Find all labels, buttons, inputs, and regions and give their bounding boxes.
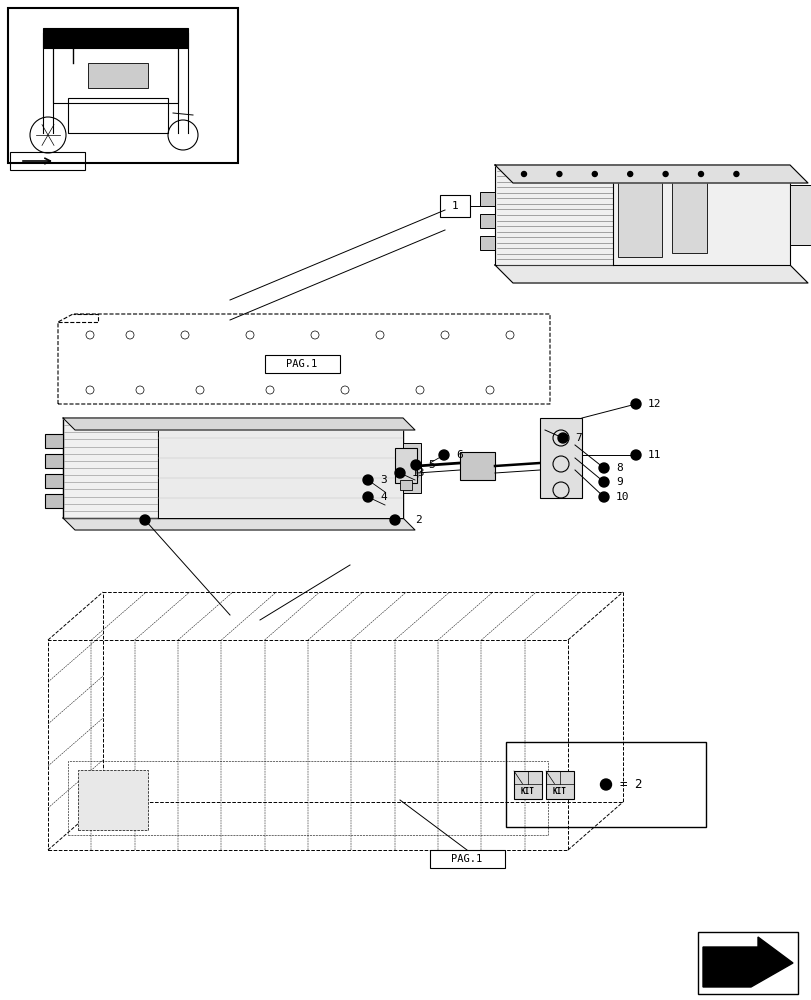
Bar: [505, 742, 705, 827]
Bar: [460, 452, 495, 480]
Circle shape: [630, 450, 640, 460]
Bar: [43, 28, 188, 48]
Bar: [539, 418, 581, 498]
Circle shape: [363, 492, 372, 502]
Text: 8: 8: [616, 463, 622, 473]
Bar: [8, 8, 238, 163]
Circle shape: [439, 450, 448, 460]
Circle shape: [630, 399, 640, 409]
Text: 1: 1: [451, 201, 458, 211]
Bar: [68, 98, 168, 133]
Circle shape: [394, 468, 405, 478]
Bar: [440, 195, 470, 217]
Bar: [78, 770, 148, 830]
Text: 6: 6: [456, 450, 462, 460]
Text: PAG.1: PAG.1: [286, 359, 317, 369]
Bar: [617, 173, 662, 257]
Text: 5: 5: [427, 460, 434, 470]
Bar: [545, 771, 573, 799]
Bar: [45, 434, 63, 448]
Circle shape: [599, 492, 608, 502]
Bar: [495, 165, 789, 265]
Bar: [264, 355, 340, 373]
Bar: [63, 418, 402, 518]
Bar: [789, 185, 811, 245]
Polygon shape: [63, 518, 414, 530]
Bar: [45, 454, 63, 468]
Bar: [479, 192, 495, 206]
Circle shape: [627, 172, 632, 177]
Bar: [158, 418, 402, 518]
Bar: [10, 152, 85, 170]
Text: 2: 2: [414, 515, 421, 525]
Bar: [394, 448, 417, 483]
Polygon shape: [495, 165, 807, 183]
Text: 9: 9: [616, 477, 622, 487]
Bar: [88, 63, 148, 88]
Bar: [45, 474, 63, 488]
Polygon shape: [63, 418, 414, 430]
Circle shape: [600, 779, 611, 790]
Text: 13: 13: [411, 468, 425, 478]
Circle shape: [733, 172, 738, 177]
Bar: [479, 236, 495, 250]
Circle shape: [591, 172, 597, 177]
Circle shape: [697, 172, 702, 177]
Bar: [53, 43, 178, 103]
Bar: [400, 480, 411, 490]
Bar: [45, 494, 63, 508]
Circle shape: [363, 475, 372, 485]
Text: 7: 7: [574, 433, 581, 443]
Polygon shape: [702, 937, 792, 987]
Circle shape: [557, 433, 568, 443]
Circle shape: [521, 172, 526, 177]
Bar: [68, 762, 547, 835]
Text: KIT: KIT: [552, 787, 566, 796]
Text: KIT: KIT: [521, 787, 534, 796]
Text: 12: 12: [647, 399, 661, 409]
Text: PAG.1: PAG.1: [451, 854, 482, 864]
Bar: [402, 443, 420, 493]
Circle shape: [410, 460, 420, 470]
Circle shape: [663, 172, 667, 177]
Text: 3: 3: [380, 475, 386, 485]
Circle shape: [389, 515, 400, 525]
Circle shape: [599, 463, 608, 473]
Polygon shape: [495, 265, 807, 283]
Text: 10: 10: [616, 492, 629, 502]
Text: 4: 4: [380, 492, 386, 502]
Bar: [672, 177, 706, 253]
Bar: [430, 850, 504, 868]
Text: 11: 11: [647, 450, 661, 460]
Circle shape: [556, 172, 561, 177]
Text: = 2: = 2: [620, 778, 642, 791]
Bar: [513, 771, 541, 799]
Circle shape: [139, 515, 150, 525]
Bar: [697, 932, 797, 994]
Bar: [479, 214, 495, 228]
Circle shape: [599, 477, 608, 487]
